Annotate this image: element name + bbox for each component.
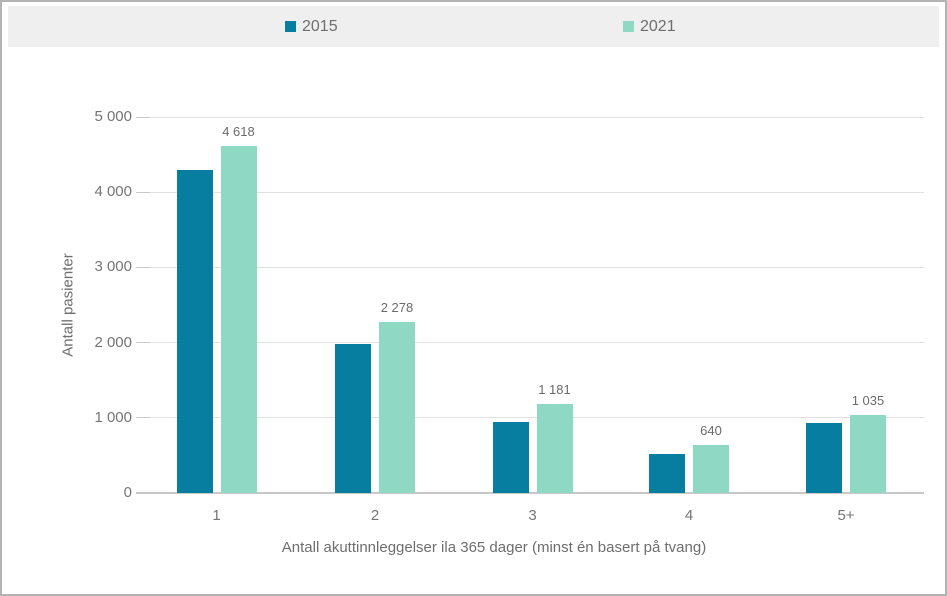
data-label: 4 618: [222, 123, 255, 139]
data-label: 1 035: [851, 393, 885, 409]
y-tick-mark: [136, 116, 150, 118]
y-tick-mark: [136, 342, 150, 344]
bar-2015-category-5+[interactable]: [806, 423, 842, 493]
y-tick-label: 2 000: [94, 333, 132, 351]
y-axis-title: Antall pasienter: [59, 253, 77, 357]
bar-2015-category-1[interactable]: [176, 170, 213, 493]
y-tick-mark: [136, 266, 150, 268]
legend-swatch-2021-icon: [623, 21, 634, 32]
y-tick-label: 3 000: [94, 258, 132, 276]
x-tick-label: 1: [212, 507, 221, 524]
bar-2015-category-3[interactable]: [492, 421, 529, 493]
legend-swatch-2015-icon: [285, 21, 296, 32]
gridline: [150, 191, 924, 193]
x-tick-label: 4: [684, 507, 694, 524]
data-label: 2 278: [380, 299, 414, 315]
x-tick-label: 5+: [837, 507, 855, 524]
y-tick-mark: [136, 191, 150, 193]
y-tick-label: 4 000: [94, 183, 132, 201]
data-label: 640: [700, 422, 722, 438]
gridline: [150, 116, 924, 118]
x-tick-label: 3: [528, 507, 537, 524]
legend-item-2015[interactable]: 2015: [285, 6, 338, 47]
bar-2021-category-2[interactable]: [379, 321, 415, 493]
legend-item-2021[interactable]: 2021: [623, 6, 676, 47]
bar-2015-category-2[interactable]: [335, 344, 371, 493]
y-tick-mark: [136, 492, 150, 494]
bar-2021-category-4[interactable]: [693, 444, 729, 493]
legend-label-2015: 2015: [302, 17, 338, 35]
bar-2021-category-3[interactable]: [536, 404, 573, 493]
y-tick-label: 1 000: [94, 408, 132, 426]
y-tick-label: 5 000: [94, 108, 132, 125]
data-label: 1 181: [538, 382, 571, 398]
gridline: [150, 342, 924, 344]
bar-2015-category-4[interactable]: [649, 453, 685, 493]
y-tick-label: 0: [123, 484, 132, 501]
legend-label-2021: 2021: [640, 17, 676, 35]
gridline: [150, 266, 924, 268]
x-axis-title: Antall akuttinnleggelser ila 365 dager (…: [281, 539, 707, 556]
y-tick-mark: [136, 417, 150, 419]
bar-2021-category-5+[interactable]: [850, 415, 886, 493]
x-axis-line: [150, 492, 924, 494]
x-tick-label: 2: [370, 507, 380, 524]
legend-bar: 2015 2021: [8, 6, 939, 47]
bar-2021-category-1[interactable]: [220, 145, 257, 493]
